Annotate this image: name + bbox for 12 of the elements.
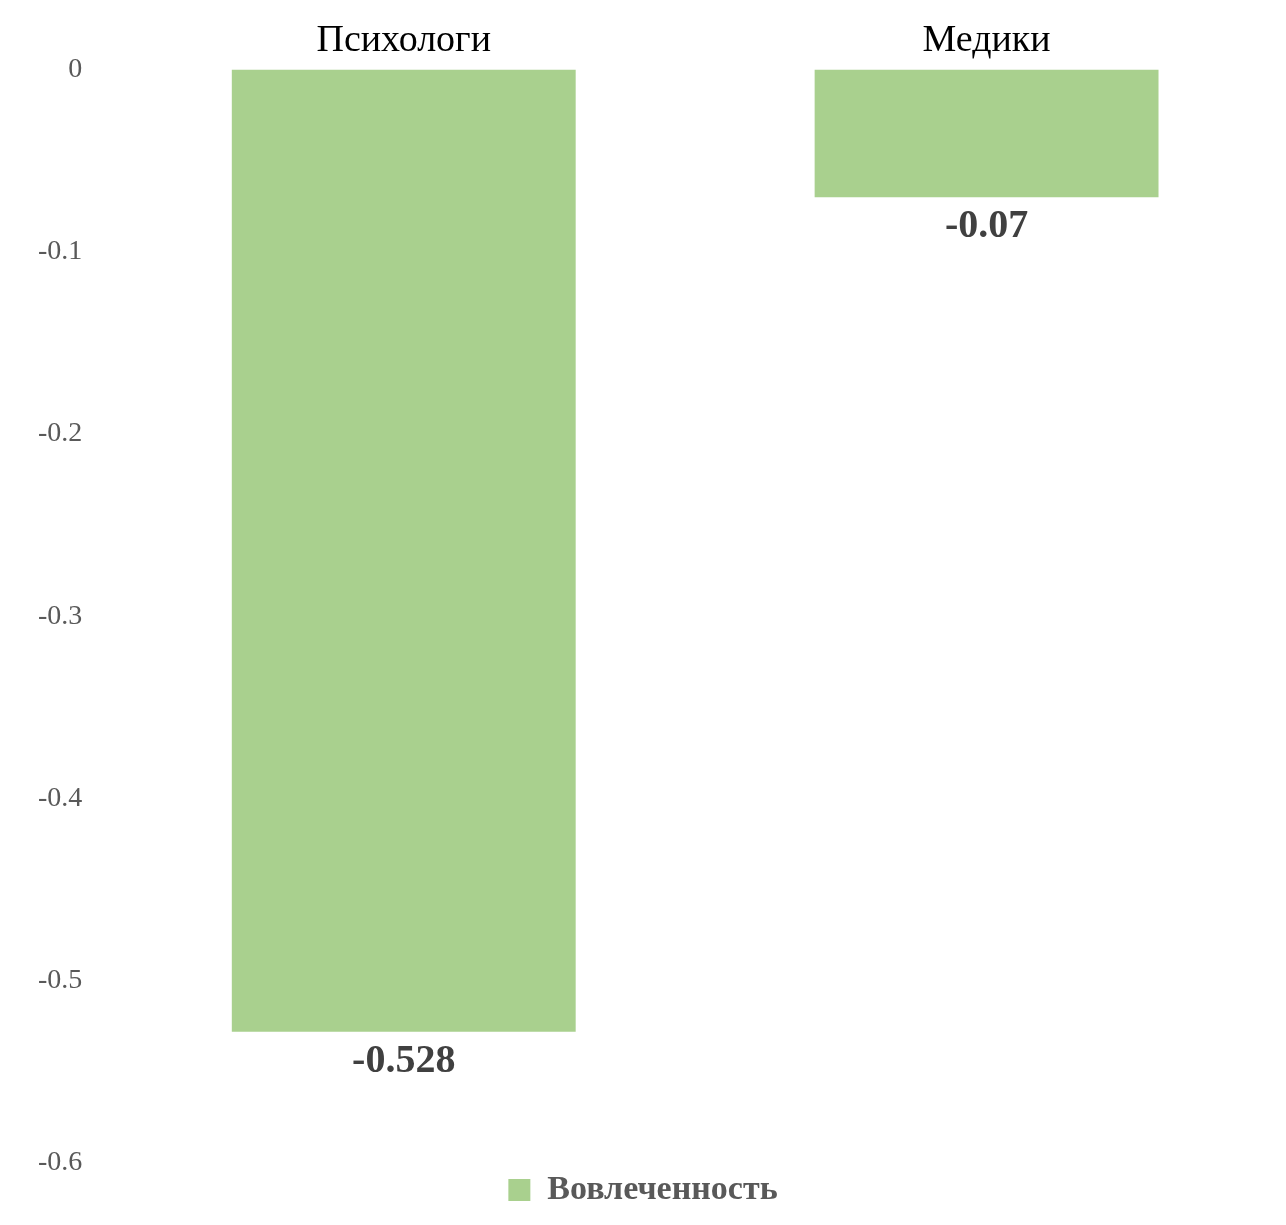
x-tick-label: Медики: [922, 16, 1051, 59]
y-tick-label: -0.6: [38, 1145, 83, 1177]
y-tick-label: 0: [68, 51, 83, 83]
data-label: -0.528: [352, 1036, 456, 1082]
y-tick-label: -0.4: [38, 780, 83, 812]
legend-label: Вовлеченность: [547, 1168, 778, 1206]
y-tick-label: -0.1: [38, 234, 83, 266]
y-tick-label: -0.2: [38, 416, 83, 448]
y-tick-label: -0.5: [38, 963, 83, 995]
y-tick-label: -0.3: [38, 598, 83, 630]
data-label: -0.07: [944, 201, 1029, 247]
x-tick-label: Психологи: [316, 16, 492, 59]
